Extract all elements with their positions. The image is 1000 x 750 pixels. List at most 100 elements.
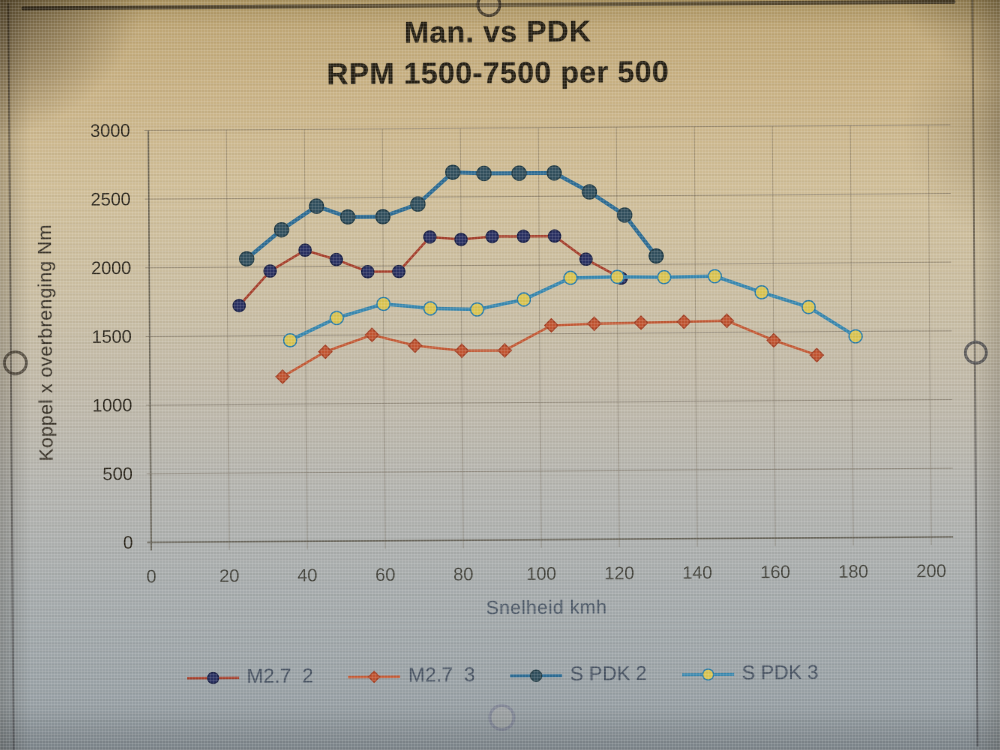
- gridline-vertical: [225, 129, 230, 550]
- x-tick-label: 0: [146, 566, 156, 586]
- legend-item-m27-3[interactable]: M2.7 3: [347, 664, 475, 688]
- legend-item-spdk-3[interactable]: S PDK 3: [681, 662, 819, 686]
- data-point-marker: [497, 342, 513, 358]
- gridline-vertical: [537, 127, 542, 548]
- data-point-marker: [754, 285, 769, 300]
- data-point-marker: [340, 209, 356, 225]
- data-point-marker: [633, 315, 649, 331]
- data-point-marker: [848, 329, 863, 344]
- data-point-marker: [485, 229, 499, 244]
- data-point-marker: [263, 264, 277, 278]
- legend-swatch-spdk-2: [510, 669, 563, 682]
- gridline-horizontal: [144, 124, 951, 131]
- gridline-horizontal: [147, 536, 954, 544]
- data-point-marker: [232, 298, 246, 313]
- data-point-marker: [329, 252, 344, 267]
- data-point-marker: [375, 209, 391, 225]
- data-point-marker: [392, 264, 406, 279]
- gridline-vertical: [147, 130, 153, 551]
- gridline-vertical: [927, 125, 932, 545]
- x-tick-label: 200: [916, 561, 946, 581]
- data-point-marker: [273, 222, 290, 238]
- chart-title-line1: Man. vs PDK: [403, 15, 592, 50]
- y-tick-label: 1000: [92, 395, 132, 415]
- data-point-marker: [423, 301, 438, 316]
- gridline-horizontal: [146, 467, 953, 475]
- series-m27-3[interactable]: [275, 313, 825, 385]
- gridline-vertical: [459, 128, 464, 549]
- data-point-marker: [376, 296, 391, 312]
- x-tick-label: 60: [375, 565, 395, 585]
- series-m27-2[interactable]: [232, 229, 628, 313]
- y-tick-label: 3000: [90, 121, 130, 141]
- gridline-horizontal: [145, 330, 952, 337]
- data-point-marker: [317, 344, 333, 360]
- data-point-marker: [407, 338, 423, 354]
- data-point-marker: [454, 343, 470, 359]
- data-point-marker: [586, 316, 602, 332]
- data-point-marker: [516, 292, 532, 307]
- x-tick-label: 80: [453, 564, 473, 584]
- x-tick-label: 100: [526, 564, 556, 584]
- y-tick-label: 500: [103, 464, 133, 484]
- y-axis-title[interactable]: Koppel x overbrenging Nm: [34, 224, 58, 462]
- legend-label-spdk-2: S PDK 2: [570, 662, 647, 686]
- data-point-marker: [546, 165, 562, 181]
- gridline-vertical: [693, 126, 698, 547]
- x-tick-label: 140: [682, 563, 712, 583]
- data-point-marker: [298, 243, 312, 257]
- data-point-marker: [410, 196, 426, 212]
- y-tick-label: 2500: [91, 189, 131, 209]
- data-point-marker: [581, 184, 598, 200]
- data-point-marker: [648, 248, 664, 264]
- gridline-vertical: [615, 127, 620, 548]
- legend-swatch-m27-2: [186, 671, 239, 684]
- legend-item-m27-2[interactable]: M2.7 2: [186, 665, 314, 689]
- data-point-marker: [707, 268, 723, 284]
- data-point-marker: [563, 270, 578, 286]
- data-point-marker: [616, 207, 633, 223]
- data-point-marker: [476, 165, 492, 182]
- data-point-marker: [308, 198, 325, 214]
- gridline-horizontal: [146, 399, 953, 406]
- legend[interactable]: M2.7 2 M2.7 3 S PDK 2 S PDK 3: [152, 662, 852, 690]
- legend-item-spdk-2[interactable]: S PDK 2: [509, 663, 647, 687]
- data-point-marker: [454, 232, 468, 247]
- x-tick-label: 160: [760, 562, 790, 582]
- x-tick-label: 120: [604, 563, 634, 583]
- data-point-marker: [469, 302, 485, 317]
- chart-title-line2: RPM 1500-7500 per 500: [326, 55, 670, 92]
- data-point-marker: [329, 310, 344, 326]
- data-point-marker: [423, 230, 437, 244]
- y-tick-label: 0: [123, 533, 133, 553]
- data-point-marker: [543, 317, 559, 333]
- chart-title[interactable]: Man. vs PDK RPM 1500-7500 per 500: [0, 9, 998, 98]
- data-point-marker: [766, 332, 782, 348]
- gridline-vertical: [303, 129, 308, 550]
- data-point-marker: [801, 299, 816, 315]
- series-line-m27-2[interactable]: [238, 234, 622, 307]
- x-tick-label: 180: [838, 561, 868, 581]
- x-tick-label: 20: [219, 566, 239, 586]
- data-point-marker: [676, 314, 692, 330]
- legend-label-spdk-3: S PDK 3: [741, 661, 819, 685]
- data-point-marker: [719, 313, 735, 329]
- data-point-marker: [275, 369, 291, 385]
- legend-swatch-spdk-3: [681, 667, 734, 681]
- data-point-marker: [656, 270, 672, 285]
- x-tick-label: 40: [297, 565, 317, 585]
- data-point-marker: [445, 164, 461, 180]
- data-point-marker: [579, 252, 593, 266]
- y-tick-label: 2000: [91, 258, 131, 278]
- data-point-marker: [547, 229, 562, 243]
- data-point-marker: [610, 269, 625, 285]
- legend-swatch-m27-3: [348, 669, 401, 683]
- legend-label-m27-3: M2.7 3: [408, 664, 476, 687]
- data-point-marker: [511, 165, 527, 181]
- data-point-marker: [364, 327, 380, 343]
- gridline-horizontal: [144, 193, 951, 200]
- data-point-marker: [809, 347, 825, 363]
